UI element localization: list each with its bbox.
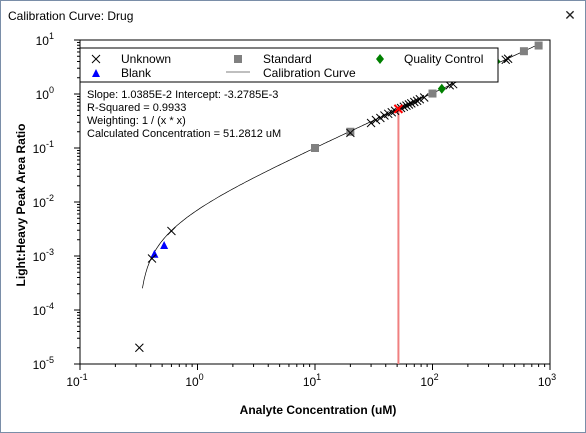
y-tick-label: 101 bbox=[36, 31, 54, 48]
unknown-point bbox=[402, 101, 411, 110]
standard-point bbox=[346, 127, 355, 136]
title-bar: Calibration Curve: Drug ✕ bbox=[1, 1, 585, 31]
legend-standard-marker bbox=[234, 55, 242, 63]
unknown-point bbox=[406, 99, 416, 108]
window-title: Calibration Curve: Drug bbox=[8, 9, 134, 23]
blank-point bbox=[160, 240, 169, 249]
unknown-point bbox=[376, 113, 385, 123]
info-calculated-concentration: Calculated Concentration = 51.2812 uM bbox=[87, 128, 281, 140]
axis-ticks: 10-1 100 101 102 103 10-5 10-4 10-3 10-2 10-1 100 1… bbox=[33, 31, 557, 389]
unknown-point bbox=[366, 118, 376, 128]
standard-point bbox=[428, 89, 437, 98]
unknown-point bbox=[346, 128, 355, 138]
y-tick-label: 10-3 bbox=[33, 247, 54, 264]
legend: Unknown Standard Quality Control Blank C… bbox=[79, 47, 499, 83]
blank-point bbox=[150, 249, 159, 258]
selected-point bbox=[393, 104, 404, 114]
legend-standard-label: Standard bbox=[263, 52, 312, 66]
x-tick-label: 101 bbox=[303, 372, 321, 389]
info-slope-intercept: Slope: 1.0385E-2 Intercept: -3.2785E-3 bbox=[87, 89, 278, 101]
y-tick-label: 10-1 bbox=[33, 139, 54, 156]
unknown-point bbox=[419, 93, 429, 102]
x-tick-label: 100 bbox=[185, 372, 203, 389]
legend-unknown-label: Unknown bbox=[121, 52, 171, 66]
unknown-point bbox=[396, 103, 406, 113]
y-tick-label: 100 bbox=[36, 85, 54, 102]
y-tick-label: 10-2 bbox=[33, 193, 54, 210]
legend-unknown-marker bbox=[91, 54, 101, 64]
legend-box bbox=[79, 47, 499, 83]
close-icon[interactable]: ✕ bbox=[564, 7, 576, 23]
unknown-point bbox=[135, 343, 144, 353]
legend-qc-marker bbox=[376, 54, 384, 64]
unknown-point bbox=[415, 94, 425, 104]
unknown-point bbox=[412, 96, 422, 106]
standard-point bbox=[519, 47, 528, 56]
unknown-point bbox=[399, 102, 409, 112]
regression-info: Slope: 1.0385E-2 Intercept: -3.2785E-3 R… bbox=[87, 89, 281, 140]
y-axis-label: Light:Heavy Peak Area Ratio bbox=[14, 124, 28, 287]
unknown-point bbox=[167, 226, 176, 236]
x-tick-label: 102 bbox=[420, 372, 438, 389]
unknown-point bbox=[371, 115, 381, 125]
legend-qc-label: Quality Control bbox=[404, 52, 483, 66]
x-tick-label: 103 bbox=[538, 372, 556, 389]
unknown-point bbox=[147, 254, 157, 263]
unknown-point bbox=[404, 100, 414, 109]
qc-point bbox=[437, 83, 446, 94]
legend-blank-marker bbox=[92, 69, 100, 77]
standard-point bbox=[534, 41, 543, 50]
unknown-point bbox=[501, 55, 511, 65]
unknown-point bbox=[503, 54, 513, 64]
x-tick-label: 10-1 bbox=[66, 372, 87, 389]
legend-curve-label: Calibration Curve bbox=[263, 66, 356, 80]
y-tick-label: 10-5 bbox=[33, 355, 54, 372]
legend-blank-label: Blank bbox=[121, 66, 152, 80]
info-r-squared: R-Squared = 0.9933 bbox=[87, 102, 186, 114]
y-tick-label: 10-4 bbox=[33, 301, 54, 318]
standard-point bbox=[311, 144, 319, 152]
x-axis-label: Analyte Concentration (uM) bbox=[240, 403, 397, 417]
unknown-point bbox=[409, 97, 419, 107]
info-weighting: Weighting: 1 / (x * x) bbox=[87, 115, 186, 127]
